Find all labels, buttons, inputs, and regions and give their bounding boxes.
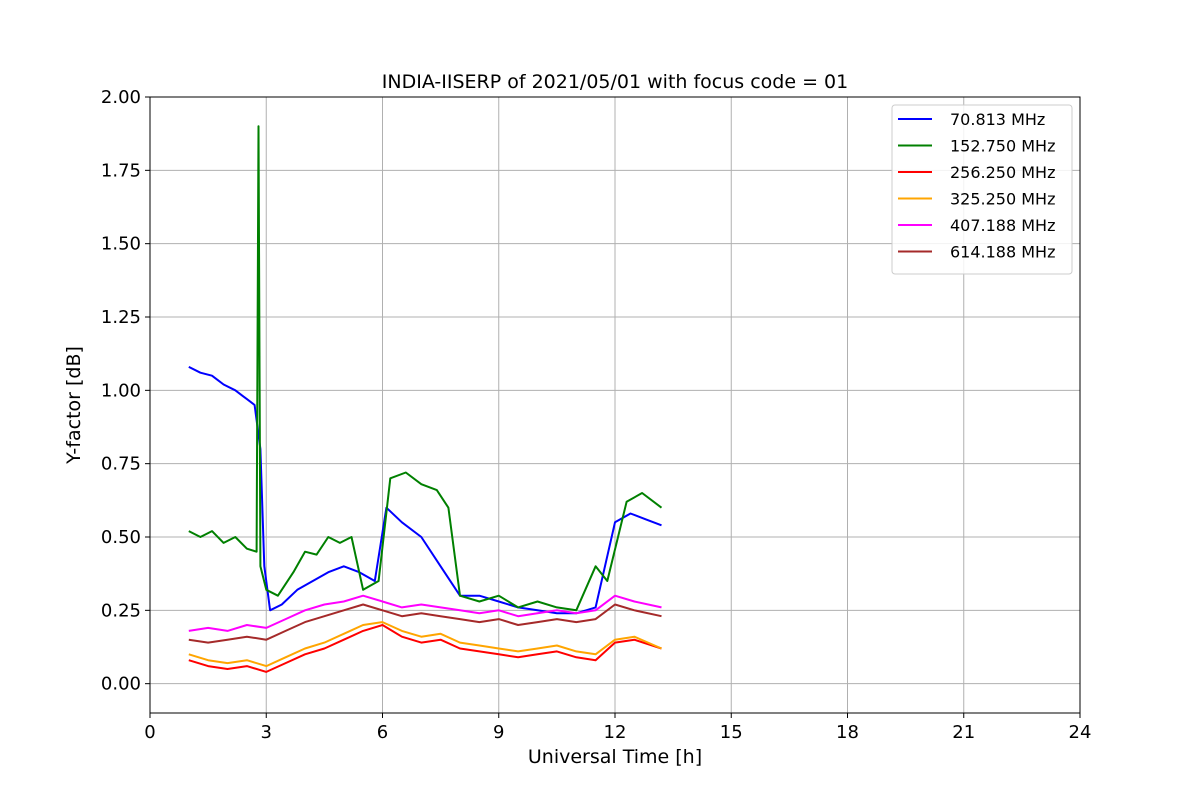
legend-box xyxy=(891,104,1073,275)
series-line-4 xyxy=(188,594,662,632)
y-tick-label: 1.00 xyxy=(101,380,141,401)
y-tick-label: 1.50 xyxy=(101,234,141,255)
series-line-2 xyxy=(188,624,662,673)
legend-label: 70.813 MHz xyxy=(950,110,1045,129)
series-line-3 xyxy=(188,621,662,668)
y-tick-label: 1.75 xyxy=(101,160,141,181)
x-axis-label: Universal Time [h] xyxy=(528,746,702,768)
x-tick-label: 21 xyxy=(952,722,975,743)
y-axis-label: Y-factor [dB] xyxy=(63,346,85,465)
y-tick-label: 0.50 xyxy=(101,527,141,548)
legend: 70.813 MHz 152.750 MHz 256.250 MHz 325.250 … xyxy=(891,104,1073,275)
legend-label: 325.250 MHz xyxy=(950,190,1055,209)
x-tick-label: 15 xyxy=(720,722,743,743)
y-tick-label: 2.00 xyxy=(101,87,141,108)
y-tick-label: 1.25 xyxy=(101,307,141,328)
legend-label: 152.750 MHz xyxy=(950,137,1055,156)
x-tick-label: 24 xyxy=(1069,722,1092,743)
x-tick-label: 18 xyxy=(836,722,859,743)
y-tick-label: 0.75 xyxy=(101,454,141,475)
series-line-1 xyxy=(188,125,663,612)
x-tick-label: 12 xyxy=(604,722,627,743)
x-tick-label: 6 xyxy=(377,722,388,743)
legend-label: 256.250 MHz xyxy=(950,163,1055,182)
chart-title: INDIA-IISERP of 2021/05/01 with focus co… xyxy=(382,71,848,93)
series-line-0 xyxy=(188,366,662,615)
legend-label: 614.188 MHz xyxy=(950,243,1055,262)
x-tick-label: 3 xyxy=(261,722,272,743)
legend-label: 407.188 MHz xyxy=(950,216,1055,235)
x-tick-label: 0 xyxy=(144,722,155,743)
series-line-5 xyxy=(188,603,662,644)
x-tick-label: 9 xyxy=(493,722,504,743)
series-lines xyxy=(188,125,663,673)
axis-ticks: 0 3 6 9 12 15 18 21 24 0.00 0.25 0.50 0.75 1.00 1.25 1.… xyxy=(101,87,1092,743)
y-tick-label: 0.00 xyxy=(101,674,141,695)
y-tick-label: 0.25 xyxy=(101,600,141,621)
